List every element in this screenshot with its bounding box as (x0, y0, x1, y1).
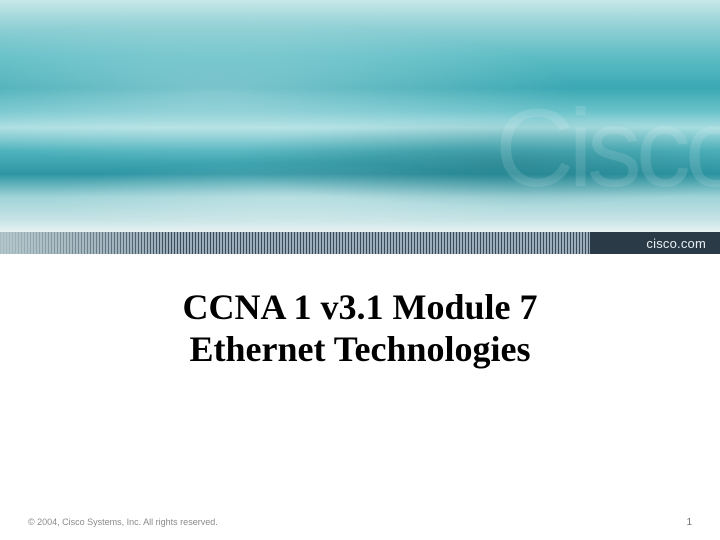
title-line-1: CCNA 1 v3.1 Module 7 (182, 287, 537, 327)
copyright-text: © 2004, Cisco Systems, Inc. All rights r… (28, 517, 218, 527)
tick-pattern (0, 232, 590, 254)
brand-text: cisco.com (646, 236, 706, 251)
divider-bar: cisco.com (0, 232, 720, 254)
brand-segment: cisco.com (590, 232, 720, 254)
header-banner: Cisco (0, 0, 720, 232)
slide-title: CCNA 1 v3.1 Module 7 Ethernet Technologi… (40, 286, 680, 371)
watermark-text: Cisco (495, 85, 720, 212)
title-line-2: Ethernet Technologies (189, 329, 530, 369)
footer: © 2004, Cisco Systems, Inc. All rights r… (0, 517, 720, 528)
content-area: CCNA 1 v3.1 Module 7 Ethernet Technologi… (0, 254, 720, 371)
page-number: 1 (686, 517, 692, 528)
